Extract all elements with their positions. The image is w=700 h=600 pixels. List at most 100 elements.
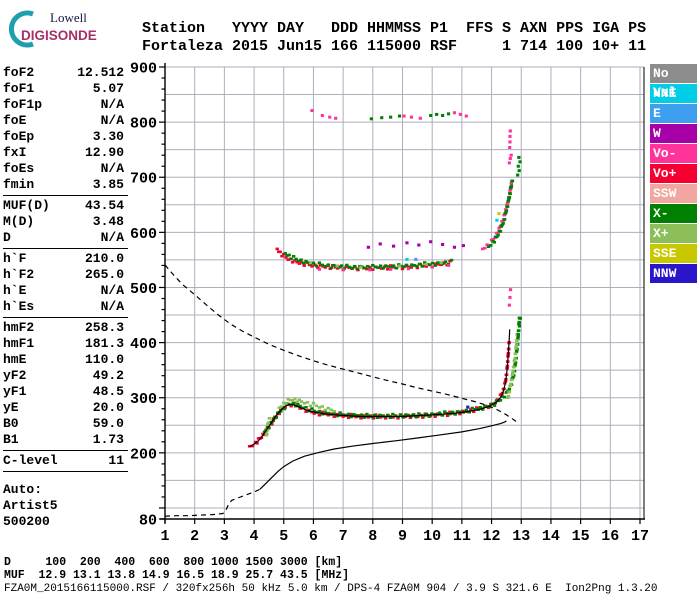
logo-digisonde: DIGISONDE [21,28,97,43]
header-station-values: Fortaleza 2015 Jun15 166 115000 RSF 1 71… [142,38,647,55]
scaled-parameter-row: h`Es N/A [3,299,128,315]
scaled-parameter-row: hmF1 181.3 [3,336,128,352]
parameter-value: 110.0 [84,352,124,367]
parameter-label: foF1 [3,81,35,96]
parameter-value: 3.85 [92,177,124,192]
panel-separator [3,195,128,196]
y-tick-label: 900 [130,60,157,77]
x-tick-label: 5 [279,528,288,545]
parameter-value: 5.07 [92,81,124,96]
x-tick-label: 7 [339,528,348,545]
parameter-value: 265.0 [84,267,124,282]
x-tick-label: 2 [190,528,199,545]
y-tick-label: 500 [130,281,157,298]
x-tick-label: 16 [601,528,619,545]
plot-axes [159,63,645,524]
parameter-value: N/A [100,299,124,314]
parameter-value: 210.0 [84,251,124,266]
x-tick-label: 8 [368,528,377,545]
x-tick-label: 4 [250,528,259,545]
legend-item: NNE [650,84,697,103]
parameter-label: MUF(D) [3,198,50,213]
parameter-label: fxI [3,145,27,160]
parameter-value: 20.0 [92,400,124,415]
parameter-label: foEs [3,161,35,176]
panel-separator [3,471,128,472]
parameter-label: foE [3,113,27,128]
y-tick-label: 800 [130,116,157,133]
scaled-parameter-row: fmin 3.85 [3,177,128,193]
parameter-label: fmin [3,177,35,192]
parameter-label: h`E [3,283,27,298]
legend-item: X+ [650,224,697,243]
y-tick-label: 200 [130,446,157,463]
legend-item: SSW [650,184,697,203]
true-height-profile [259,420,507,490]
logo-crescent-icon [9,10,34,48]
parameter-value: 181.3 [84,336,124,351]
scaled-parameter-row: M(D) 3.48 [3,214,128,230]
parameter-value: N/A [100,161,124,176]
y-tick-label: 80 [139,512,157,529]
legend-item: No Val [650,64,697,100]
legend-item: Vo- [650,144,697,163]
profile-model-dashed [164,488,261,517]
x-tick-label: 10 [423,528,441,545]
parameter-label: D [3,230,11,245]
parameter-value: 3.48 [92,214,124,229]
scaled-parameters-panel: foF2 12.512 foF1 5.07 foF1p N/A foE N/A foEp 3.30… [3,65,128,530]
x-tick-label: 6 [309,528,318,545]
scaled-parameter-row: hmE 110.0 [3,352,128,368]
parameter-label: h`Es [3,299,35,314]
scaled-parameter-row: D N/A [3,230,128,246]
parameter-value: 59.0 [92,416,124,431]
scaled-parameter-row: fxI 12.90 [3,145,128,161]
scaled-parameter-row: yE 20.0 [3,400,128,416]
parameter-value: 48.5 [92,384,124,399]
hprime-fitted-trace [249,329,511,448]
legend-item: W [650,124,697,143]
y-tick-label: 700 [130,171,157,188]
parameter-value: 11 [108,453,124,468]
echo-traces [247,109,522,448]
panel-footer-line: Artist5 [3,498,58,513]
parameter-value: 43.54 [84,198,124,213]
scaled-parameter-row: yF1 48.5 [3,384,128,400]
scaled-parameter-row: B1 1.73 [3,432,128,448]
x-tick-label: 14 [542,528,560,545]
plot-gridlines [164,66,645,519]
x-tick-label: 12 [483,528,501,545]
parameter-label: hmE [3,352,27,367]
x-tick-label: 15 [572,528,590,545]
parameter-value: 12.512 [77,65,124,80]
x-tick-label: 11 [453,528,471,545]
parameter-label: foF2 [3,65,35,80]
parameter-label: hmF1 [3,336,35,351]
scaled-parameter-row: h`F 210.0 [3,251,128,267]
panel-separator [3,450,128,451]
parameter-label: foF1p [3,97,43,112]
y-tick-label: 600 [130,226,157,243]
scaled-parameter-row: C-level 11 [3,453,128,469]
scaled-parameter-row: h`F2 265.0 [3,267,128,283]
scaled-parameter-row: foE N/A [3,113,128,129]
y-tick-label: 300 [130,391,157,408]
x-tick-label: 13 [512,528,530,545]
parameter-label: h`F2 [3,267,35,282]
scaled-parameter-row: B0 59.0 [3,416,128,432]
lowell-digisonde-logo: Lowell DIGISONDE [6,4,116,50]
parameter-value: N/A [100,97,124,112]
x-tick-label: 17 [631,528,649,545]
legend-item: NNW [650,264,697,283]
scaled-parameter-row: foEp 3.30 [3,129,128,145]
panel-separator [3,248,128,249]
transmission-curve-dashed [164,264,519,424]
parameter-label: yE [3,400,19,415]
logo-lowell: Lowell [50,10,87,25]
scaled-parameter-row: foF1p N/A [3,97,128,113]
scaled-parameter-row: MUF(D) 43.54 [3,198,128,214]
scaled-parameter-row: hmF2 258.3 [3,320,128,336]
x-tick-label: 3 [220,528,229,545]
